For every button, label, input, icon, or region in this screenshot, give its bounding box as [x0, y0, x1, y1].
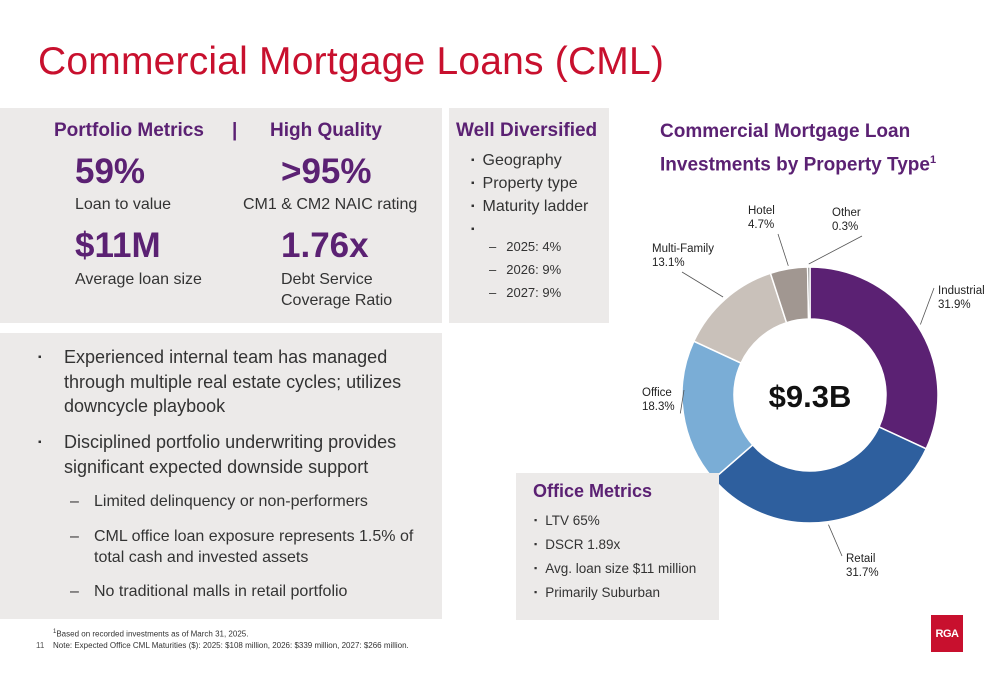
dash-icon: –: [70, 493, 79, 510]
leader-line-multi-family: [681, 271, 724, 298]
list-item: Geography: [471, 152, 588, 170]
slice-name-label: Other: [832, 207, 861, 219]
leader-line-retail: [828, 524, 843, 557]
page-number: 11: [36, 641, 45, 650]
naic-label: CM1 & CM2 NAIC rating: [243, 196, 418, 213]
chart-center-label: $9.3B: [769, 379, 852, 414]
portfolio-metrics-panel: Portfolio Metrics | High Quality 59% Loa…: [0, 108, 442, 323]
maturity-2027: 2027: 9%: [489, 285, 588, 300]
sub-bullet-office-exposure: – CML office loan exposure represents 1.5…: [70, 528, 414, 566]
ltv-label: Loan to value: [75, 196, 172, 213]
footnote-1: 1Based on recorded investments as of Mar…: [53, 629, 249, 639]
leader-line-hotel: [777, 233, 789, 266]
slice-value-label: 18.3%: [642, 401, 675, 413]
slice-value-label: 13.1%: [652, 257, 685, 269]
high-quality-heading: High Quality: [270, 120, 382, 141]
slice-value-label: 0.3%: [832, 221, 858, 233]
office-suburban: Primarily Suburban: [534, 585, 696, 600]
list-item: Maturity ladder: [471, 198, 589, 216]
bullet-disciplined-underwriting: ▪ Disciplined portfolio underwriting prov…: [38, 432, 397, 477]
leader-line-industrial: [920, 287, 935, 325]
dscr-label-line2: Coverage Ratio: [281, 292, 393, 309]
maturity-ladder-list: 2025: 4% 2026: 9% 2027: 9%: [489, 239, 588, 300]
maturity-2026: 2026: 9%: [489, 262, 588, 277]
slice-other: [806, 266, 811, 320]
slice-name-label: Hotel: [748, 205, 775, 217]
slice-industrial: [809, 266, 939, 450]
dscr-label-line1: Debt Service: [281, 271, 373, 288]
slice-name-label: Retail: [846, 553, 875, 565]
chart-title: Commercial Mortgage Loan Investments by …: [660, 121, 937, 176]
slice-name-label: Industrial: [938, 285, 985, 297]
office-metrics-list: LTV 65% DSCR 1.89x Avg. loan size $11 mi…: [534, 513, 696, 609]
key-points-panel: ▪ Experienced internal team has managed t…: [0, 333, 442, 619]
heading-separator: |: [232, 120, 238, 141]
footnote-2: Note: Expected Office CML Maturities ($)…: [53, 641, 409, 650]
avg-loan-size-label: Average loan size: [75, 271, 202, 288]
office-dscr: DSCR 1.89x: [534, 537, 696, 552]
property-type-donut-chart: Industrial 31.9% Retail 31.7% Office 18.3% Mul…: [642, 205, 985, 579]
leader-line-other: [808, 235, 863, 265]
slice-value-label: 31.7%: [846, 567, 879, 579]
slice-name-label: Multi-Family: [652, 243, 714, 255]
leader-line-office: [679, 389, 685, 414]
bullet-icon: ▪: [38, 437, 42, 448]
bullet-experienced-team: ▪ Experienced internal team has managed t…: [38, 347, 402, 416]
well-diversified-heading: Well Diversified: [456, 120, 598, 141]
office-ltv: LTV 65%: [534, 513, 696, 528]
well-diversified-panel: Well Diversified Geography Property type…: [449, 108, 609, 323]
office-metrics-heading: Office Metrics: [533, 481, 653, 501]
diversified-list: Geography Property type Maturity ladder …: [471, 152, 589, 308]
office-metrics-panel: Office Metrics LTV 65% DSCR 1.89x Avg. l…: [516, 473, 719, 620]
slice-retail: [712, 425, 928, 524]
page-title: Commercial Mortgage Loans (CML): [38, 40, 665, 83]
sub-bullet-delinquency: – Limited delinquency or non-performers: [70, 493, 368, 510]
avg-loan-size-value: $11M: [75, 226, 161, 265]
maturity-2025: 2025: 4%: [489, 239, 588, 254]
list-item: Property type: [471, 175, 588, 193]
sub-bullet-no-malls: – No traditional malls in retail portfoli…: [70, 583, 348, 600]
slice-value-label: 4.7%: [748, 219, 774, 231]
dash-icon: –: [70, 583, 79, 600]
dscr-value: 1.76x: [281, 226, 369, 265]
slice-value-label: 31.9%: [938, 299, 971, 311]
bullet-icon: ▪: [38, 352, 42, 363]
slice-name-label: Office: [642, 387, 672, 399]
portfolio-metrics-heading: Portfolio Metrics: [54, 120, 204, 141]
rga-logo: RGA: [931, 615, 963, 652]
ltv-value: 59%: [75, 152, 146, 191]
office-avg-loan-size: Avg. loan size $11 million: [534, 561, 696, 576]
naic-value: >95%: [281, 152, 372, 191]
dash-icon: –: [70, 528, 79, 545]
